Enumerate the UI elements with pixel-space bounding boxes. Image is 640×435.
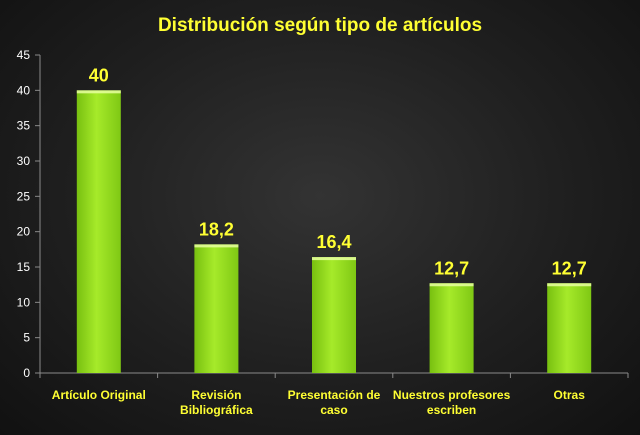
data-label: 16,4 <box>316 232 351 252</box>
bar-1 <box>76 90 121 373</box>
category-label: Artículo Original <box>52 388 146 402</box>
data-label: 12,7 <box>552 258 587 278</box>
y-tick-label: 45 <box>17 48 31 62</box>
category-label: Bibliográfica <box>180 403 253 417</box>
y-tick-label: 15 <box>17 260 31 274</box>
data-label: 18,2 <box>199 219 234 239</box>
category-label: escriben <box>427 403 476 417</box>
chart-title: Distribución según tipo de artículos <box>158 15 482 36</box>
y-axis: 0 5 10 15 20 25 30 35 40 45 <box>17 48 41 380</box>
data-label: 40 <box>89 65 109 85</box>
bar <box>194 244 239 373</box>
bar <box>547 283 592 373</box>
y-tick-label: 40 <box>17 83 31 97</box>
bar-top-highlight <box>547 283 592 287</box>
data-labels: 40 18,2 16,4 12,7 12,7 <box>89 65 587 278</box>
category-label: Revisión <box>191 388 241 402</box>
bar-4 <box>429 283 474 373</box>
y-tick-label: 20 <box>17 225 31 239</box>
category-label: Nuestros profesores <box>393 388 511 402</box>
category-label: Otras <box>554 388 586 402</box>
bar-top-highlight <box>76 90 121 94</box>
bar-top-highlight <box>312 257 356 261</box>
bar-3 <box>312 257 356 373</box>
bar <box>312 257 356 373</box>
y-tick-label: 25 <box>17 189 31 203</box>
bar <box>429 283 474 373</box>
y-tick-label: 30 <box>17 154 31 168</box>
bar-5 <box>547 283 592 373</box>
bar <box>76 90 121 373</box>
y-tick-label: 35 <box>17 119 31 133</box>
bar-top-highlight <box>429 283 474 287</box>
data-label: 12,7 <box>434 258 469 278</box>
category-label: caso <box>320 403 347 417</box>
bar-top-highlight <box>194 244 239 248</box>
category-label: Presentación de <box>288 388 381 402</box>
y-tick-label: 5 <box>23 331 30 345</box>
y-tick-label: 10 <box>17 295 31 309</box>
y-tick-label: 0 <box>23 366 30 380</box>
bar-2 <box>194 244 239 373</box>
bars <box>76 90 592 373</box>
